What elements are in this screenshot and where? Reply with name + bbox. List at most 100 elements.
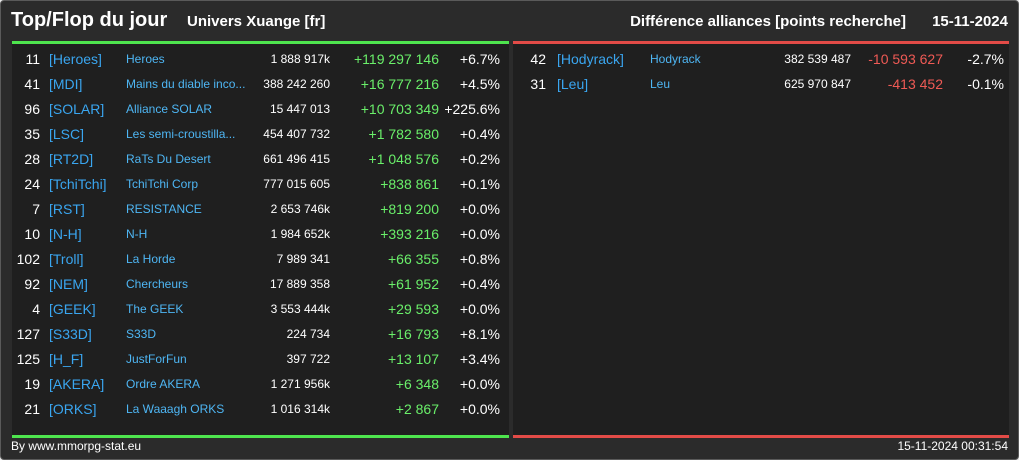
alliance-name-link[interactable]: La Horde bbox=[126, 252, 176, 266]
percent-cell: +0.1% bbox=[459, 176, 500, 192]
alliance-tag-link[interactable]: [AKERA] bbox=[49, 376, 105, 392]
alliance-name-link[interactable]: S33D bbox=[126, 327, 157, 341]
points-cell: 625 970 847 bbox=[784, 77, 851, 91]
difference-cell: +13 107 bbox=[388, 351, 439, 367]
points-cell: 2 653 746k bbox=[270, 202, 330, 216]
table-row: 31 [Leu] Leu 625 970 847 -413 452 -0.1% bbox=[513, 72, 1009, 97]
percent-cell: +0.0% bbox=[459, 301, 500, 317]
table-row: 21 [ORKS] La Waaagh ORKS 1 016 314k +2 867 +0… bbox=[12, 397, 509, 422]
percent-cell: +0.4% bbox=[459, 126, 500, 142]
difference-cell: +393 216 bbox=[380, 226, 439, 242]
alliance-name-link[interactable]: La Waaagh ORKS bbox=[126, 402, 225, 416]
rank-cell: 7 bbox=[32, 201, 40, 217]
rank-cell: 127 bbox=[16, 326, 40, 342]
rank-cell: 96 bbox=[24, 101, 40, 117]
header-date: 15-11-2024 bbox=[932, 13, 1008, 30]
alliance-tag-link[interactable]: [Leu] bbox=[557, 76, 589, 92]
difference-cell: +1 782 580 bbox=[368, 126, 439, 142]
difference-cell: +16 793 bbox=[388, 326, 439, 342]
alliance-tag-link[interactable]: [RST] bbox=[49, 201, 85, 217]
rank-cell: 21 bbox=[24, 401, 40, 417]
rank-cell: 42 bbox=[530, 51, 546, 67]
table-row: 102 [Troll] La Horde 7 989 341 +66 355 +0.8% bbox=[12, 247, 509, 272]
alliance-tag-link[interactable]: [RT2D] bbox=[49, 151, 94, 167]
rank-cell: 11 bbox=[25, 51, 40, 67]
table-row: 28 [RT2D] RaTs Du Desert 661 496 415 +1 048 … bbox=[12, 147, 509, 172]
table-row: 35 [LSC] Les semi-croustilla... 454 407 732… bbox=[12, 122, 509, 147]
table-row: 10 [N-H] N-H 1 984 652k +393 216 +0.0% bbox=[12, 222, 509, 247]
alliance-tag-link[interactable]: [H_F] bbox=[49, 351, 84, 367]
top-gainers-panel: 11 [Heroes] Heroes 1 888 917k +119 297 146 +6… bbox=[12, 41, 509, 438]
percent-cell: +0.4% bbox=[459, 276, 500, 292]
footer-credit[interactable]: By www.mmorpg-stat.eu bbox=[11, 439, 142, 453]
difference-cell: +1 048 576 bbox=[368, 151, 439, 167]
points-cell: 17 889 358 bbox=[269, 277, 330, 291]
alliance-name-link[interactable]: TchiTchi Corp bbox=[126, 177, 199, 191]
alliance-tag-link[interactable]: [N-H] bbox=[49, 226, 82, 242]
alliance-name-link[interactable]: Hodyrack bbox=[650, 52, 701, 66]
difference-cell: +61 952 bbox=[388, 276, 439, 292]
universe-subtitle: Univers Xuange [fr] bbox=[187, 13, 326, 30]
percent-cell: +0.0% bbox=[459, 401, 500, 417]
percent-cell: +6.7% bbox=[459, 51, 500, 67]
percent-cell: +0.2% bbox=[459, 151, 500, 167]
difference-cell: +119 297 146 bbox=[354, 51, 439, 67]
footer-timestamp: 15-11-2024 00:31:54 bbox=[897, 439, 1008, 453]
alliance-name-link[interactable]: RaTs Du Desert bbox=[126, 152, 211, 166]
percent-cell: -2.7% bbox=[967, 51, 1004, 67]
rank-cell: 4 bbox=[32, 301, 40, 317]
table-row: 19 [AKERA] Ordre AKERA 1 271 956k +6 348 +0.0… bbox=[12, 372, 509, 397]
alliance-name-link[interactable]: Alliance SOLAR bbox=[126, 102, 213, 116]
percent-cell: +0.0% bbox=[459, 226, 500, 242]
points-cell: 1 984 652k bbox=[270, 227, 330, 241]
rank-cell: 41 bbox=[24, 76, 40, 92]
percent-cell: +0.0% bbox=[459, 201, 500, 217]
points-cell: 1 016 314k bbox=[270, 402, 330, 416]
alliance-tag-link[interactable]: [Heroes] bbox=[49, 51, 102, 67]
alliance-name-link[interactable]: Heroes bbox=[126, 52, 165, 66]
alliance-tag-link[interactable]: [S33D] bbox=[49, 326, 92, 342]
alliance-tag-link[interactable]: [ORKS] bbox=[49, 401, 97, 417]
alliance-name-link[interactable]: N-H bbox=[126, 227, 148, 241]
alliance-name-link[interactable]: RESISTANCE bbox=[126, 202, 202, 216]
points-cell: 661 496 415 bbox=[263, 152, 330, 166]
difference-cell: +819 200 bbox=[380, 201, 439, 217]
table-row: 127 [S33D] S33D 224 734 +16 793 +8.1% bbox=[12, 322, 509, 347]
alliance-tag-link[interactable]: [Troll] bbox=[49, 251, 84, 267]
alliance-tag-link[interactable]: [MDI] bbox=[49, 76, 83, 92]
points-cell: 382 539 487 bbox=[784, 52, 851, 66]
alliance-tag-link[interactable]: [GEEK] bbox=[49, 301, 96, 317]
top-losers-panel: 42 [Hodyrack] Hodyrack 382 539 487 -10 593 6… bbox=[513, 41, 1009, 438]
difference-cell: -10 593 627 bbox=[868, 51, 943, 67]
rank-cell: 125 bbox=[16, 351, 40, 367]
table-row: 41 [MDI] Mains du diable inco... 388 242 26… bbox=[12, 72, 509, 97]
alliance-name-link[interactable]: Ordre AKERA bbox=[126, 377, 201, 391]
rank-cell: 28 bbox=[24, 151, 40, 167]
alliance-name-link[interactable]: JustForFun bbox=[126, 352, 187, 366]
alliance-tag-link[interactable]: [NEM] bbox=[49, 276, 88, 292]
alliance-name-link[interactable]: Chercheurs bbox=[126, 277, 189, 291]
rank-cell: 35 bbox=[24, 126, 40, 142]
difference-cell: +10 703 349 bbox=[360, 101, 439, 117]
alliance-tag-link[interactable]: [Hodyrack] bbox=[557, 51, 624, 67]
points-cell: 388 242 260 bbox=[263, 77, 330, 91]
table-row: 125 [H_F] JustForFun 397 722 +13 107 +3.4% bbox=[12, 347, 509, 372]
alliance-tag-link[interactable]: [LSC] bbox=[49, 126, 85, 142]
percent-cell: +4.5% bbox=[459, 76, 500, 92]
table-row: 7 [RST] RESISTANCE 2 653 746k +819 200 +0.0% bbox=[12, 197, 509, 222]
rank-cell: 92 bbox=[24, 276, 40, 292]
alliance-tag-link[interactable]: [SOLAR] bbox=[49, 101, 105, 117]
difference-cell: +2 867 bbox=[395, 401, 439, 417]
page-title: Top/Flop du jour bbox=[11, 9, 168, 31]
points-cell: 397 722 bbox=[286, 352, 330, 366]
points-cell: 7 989 341 bbox=[276, 252, 330, 266]
points-cell: 454 407 732 bbox=[263, 127, 330, 141]
alliance-name-link[interactable]: Les semi-croustilla... bbox=[126, 127, 236, 141]
alliance-name-link[interactable]: The GEEK bbox=[126, 302, 184, 316]
alliance-name-link[interactable]: Mains du diable inco... bbox=[126, 77, 246, 91]
alliance-name-link[interactable]: Leu bbox=[650, 77, 671, 91]
points-cell: 1 271 956k bbox=[270, 377, 330, 391]
table-row: 4 [GEEK] The GEEK 3 553 444k +29 593 +0.0% bbox=[12, 297, 509, 322]
alliance-tag-link[interactable]: [TchiTchi] bbox=[49, 176, 107, 192]
